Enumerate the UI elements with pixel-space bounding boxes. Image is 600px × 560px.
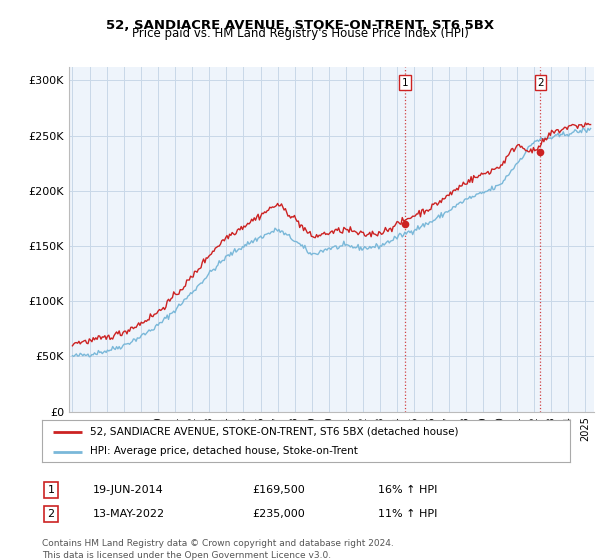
Text: Contains HM Land Registry data © Crown copyright and database right 2024.
This d: Contains HM Land Registry data © Crown c… (42, 539, 394, 559)
Text: 52, SANDIACRE AVENUE, STOKE-ON-TRENT, ST6 5BX: 52, SANDIACRE AVENUE, STOKE-ON-TRENT, ST… (106, 18, 494, 32)
Text: 11% ↑ HPI: 11% ↑ HPI (378, 509, 437, 519)
Text: 13-MAY-2022: 13-MAY-2022 (93, 509, 165, 519)
Text: HPI: Average price, detached house, Stoke-on-Trent: HPI: Average price, detached house, Stok… (89, 446, 358, 456)
Text: 2: 2 (537, 78, 544, 88)
Text: 1: 1 (47, 485, 55, 495)
Text: £169,500: £169,500 (252, 485, 305, 495)
Text: Price paid vs. HM Land Registry's House Price Index (HPI): Price paid vs. HM Land Registry's House … (131, 27, 469, 40)
Text: 2: 2 (47, 509, 55, 519)
Text: 16% ↑ HPI: 16% ↑ HPI (378, 485, 437, 495)
Text: £235,000: £235,000 (252, 509, 305, 519)
Text: 52, SANDIACRE AVENUE, STOKE-ON-TRENT, ST6 5BX (detached house): 52, SANDIACRE AVENUE, STOKE-ON-TRENT, ST… (89, 427, 458, 437)
Text: 1: 1 (402, 78, 409, 88)
Text: 19-JUN-2014: 19-JUN-2014 (93, 485, 164, 495)
